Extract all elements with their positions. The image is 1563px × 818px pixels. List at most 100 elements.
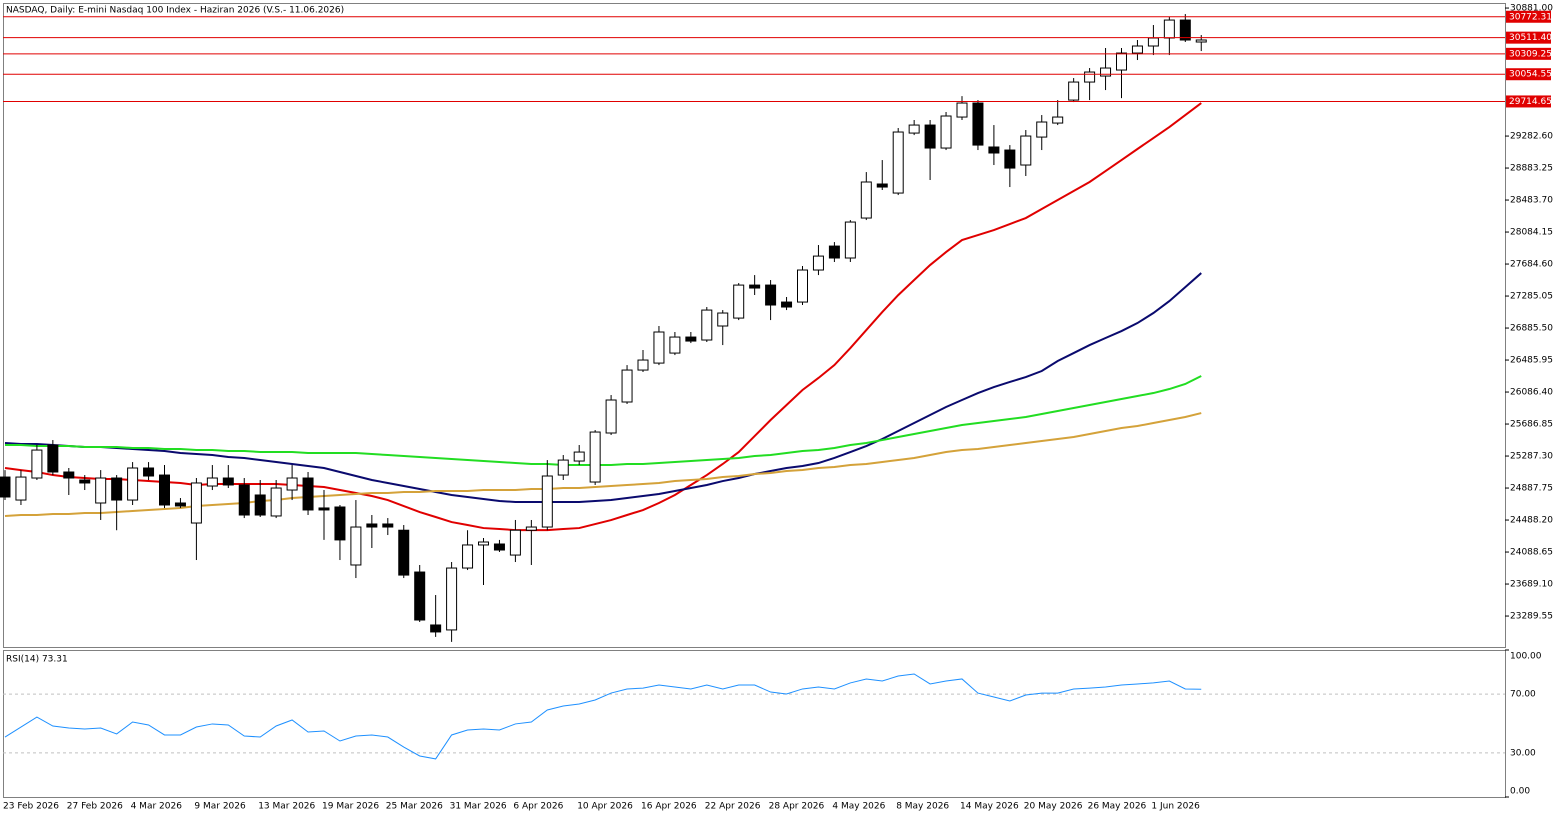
- chart-title: NASDAQ, Daily: E-mini Nasdaq 100 Index -…: [6, 6, 344, 16]
- moving-average: [5, 375, 1202, 467]
- candle-body: [79, 479, 91, 484]
- y-tick-label: 23689.10: [1510, 580, 1553, 590]
- candle-body: [1084, 71, 1096, 83]
- x-tick-label: 1 Jun 2026: [1151, 802, 1200, 812]
- price-level-box: [1506, 95, 1551, 108]
- x-tick-label: 4 Mar 2026: [131, 802, 183, 812]
- candle-body: [382, 523, 394, 528]
- candle-body: [621, 369, 633, 403]
- candle-body: [1195, 39, 1207, 43]
- candle-body: [493, 543, 505, 551]
- price-level-box: [1506, 47, 1551, 60]
- candle-body: [924, 124, 936, 149]
- candle-body: [685, 336, 697, 342]
- candle-body: [31, 449, 43, 479]
- y-tick-label: 25686.85: [1510, 420, 1553, 430]
- candle-body: [509, 529, 521, 556]
- candle-body: [143, 467, 155, 477]
- candle-body: [1116, 52, 1127, 71]
- y-tick-label: 24488.20: [1510, 516, 1553, 526]
- candle-body: [111, 477, 123, 501]
- candle-body: [254, 494, 266, 516]
- candle-body: [557, 459, 569, 476]
- candle-body: [765, 284, 777, 306]
- candle-body: [525, 526, 537, 531]
- candle-body: [844, 221, 856, 259]
- y-tick-label: 29282.60: [1510, 132, 1553, 142]
- candle-body: [940, 115, 952, 149]
- y-tick-label: 24088.65: [1510, 548, 1553, 558]
- candle-body: [892, 131, 904, 194]
- y-tick-label: 28084.15: [1510, 228, 1553, 238]
- x-tick-label: 10 Apr 2026: [577, 802, 633, 812]
- y-tick-label: 23289.55: [1510, 612, 1553, 622]
- price-level-label: 29714.65: [1509, 97, 1552, 107]
- candle-body: [238, 484, 250, 516]
- x-tick-label: 6 Apr 2026: [513, 802, 563, 812]
- candle-body: [956, 102, 968, 118]
- y-tick-label: 70.00: [1510, 690, 1536, 700]
- candle-body: [414, 571, 426, 621]
- price-level-label: 30054.55: [1509, 70, 1552, 80]
- y-tick-label: 28883.25: [1510, 164, 1553, 174]
- candle-body: [653, 331, 665, 364]
- candle-body: [1131, 45, 1143, 54]
- moving-average: [4, 412, 1202, 518]
- candle-body: [222, 477, 234, 486]
- candle-body: [478, 541, 489, 546]
- x-tick-label: 28 Apr 2026: [769, 802, 825, 812]
- rsi-title: RSI(14) 73.31: [6, 655, 68, 665]
- candle-body: [1179, 19, 1191, 41]
- candle-body: [669, 336, 681, 354]
- candle-body: [430, 624, 442, 633]
- candle-body: [781, 301, 793, 308]
- x-tick-label: 26 May 2026: [1088, 802, 1147, 812]
- candle-body: [350, 526, 362, 566]
- candle-body: [127, 467, 139, 501]
- moving-average: [4, 102, 1202, 532]
- y-tick-label: 24887.75: [1510, 484, 1553, 494]
- price-panel: [3, 3, 1506, 648]
- y-tick-label: 30881.00: [1510, 4, 1553, 14]
- candle-body: [1004, 149, 1016, 169]
- candle-body: [972, 102, 984, 146]
- candle-body: [749, 284, 761, 289]
- rsi-line: [4, 673, 1202, 760]
- candle-body: [876, 183, 888, 188]
- x-tick-label: 22 Apr 2026: [705, 802, 761, 812]
- candle-body: [733, 284, 745, 319]
- candle-body: [1052, 116, 1064, 124]
- x-tick-label: 13 Mar 2026: [258, 802, 315, 812]
- candle-body: [15, 476, 27, 501]
- candle-body: [318, 507, 330, 511]
- price-level-label: 30772.31: [1509, 12, 1552, 22]
- candle-body: [302, 477, 314, 511]
- x-tick-label: 31 Mar 2026: [450, 802, 507, 812]
- candle-body: [828, 245, 840, 259]
- y-tick-label: 26086.40: [1510, 388, 1553, 398]
- y-tick-label: 0.00: [1510, 787, 1530, 797]
- candle-body: [366, 523, 378, 528]
- candle-body: [334, 506, 346, 541]
- x-tick-label: 19 Mar 2026: [322, 802, 379, 812]
- candle-body: [174, 502, 186, 507]
- candle-body: [190, 482, 202, 524]
- candle-body: [988, 146, 1000, 154]
- candle-body: [860, 181, 872, 219]
- candle-body: [637, 359, 649, 371]
- price-level-box: [1506, 68, 1551, 81]
- y-tick-label: 28483.70: [1510, 196, 1553, 206]
- candle-body: [589, 431, 601, 483]
- x-tick-label: 23 Feb 2026: [3, 802, 59, 812]
- price-level-box: [1506, 10, 1551, 23]
- candle-body: [1036, 121, 1048, 138]
- x-tick-label: 9 Mar 2026: [194, 802, 246, 812]
- y-tick-label: 100.00: [1510, 652, 1542, 662]
- candle-body: [1100, 67, 1112, 77]
- candle-body: [47, 444, 59, 473]
- candle-body: [95, 477, 107, 504]
- price-level-box: [1506, 31, 1551, 44]
- candle-body: [159, 474, 170, 506]
